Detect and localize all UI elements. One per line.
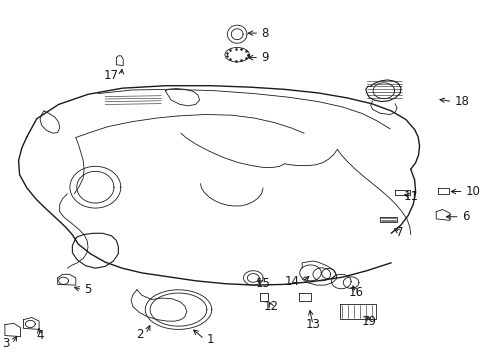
Text: 16: 16 <box>348 286 363 299</box>
Text: 1: 1 <box>206 333 214 346</box>
Text: 14: 14 <box>284 275 299 288</box>
Text: 6: 6 <box>461 210 468 223</box>
Text: 11: 11 <box>403 190 417 203</box>
Text: 12: 12 <box>264 300 278 313</box>
Text: 3: 3 <box>2 337 10 350</box>
Text: 13: 13 <box>305 318 320 331</box>
Text: 8: 8 <box>261 27 268 40</box>
Text: 2: 2 <box>136 328 143 341</box>
Text: 4: 4 <box>36 329 44 342</box>
Text: 17: 17 <box>103 69 119 82</box>
Text: 19: 19 <box>361 315 376 328</box>
Text: 10: 10 <box>465 185 480 198</box>
Text: 7: 7 <box>395 226 403 239</box>
Text: 5: 5 <box>84 283 92 296</box>
Text: 18: 18 <box>454 95 468 108</box>
Text: 9: 9 <box>261 51 268 64</box>
Text: 15: 15 <box>255 277 270 290</box>
